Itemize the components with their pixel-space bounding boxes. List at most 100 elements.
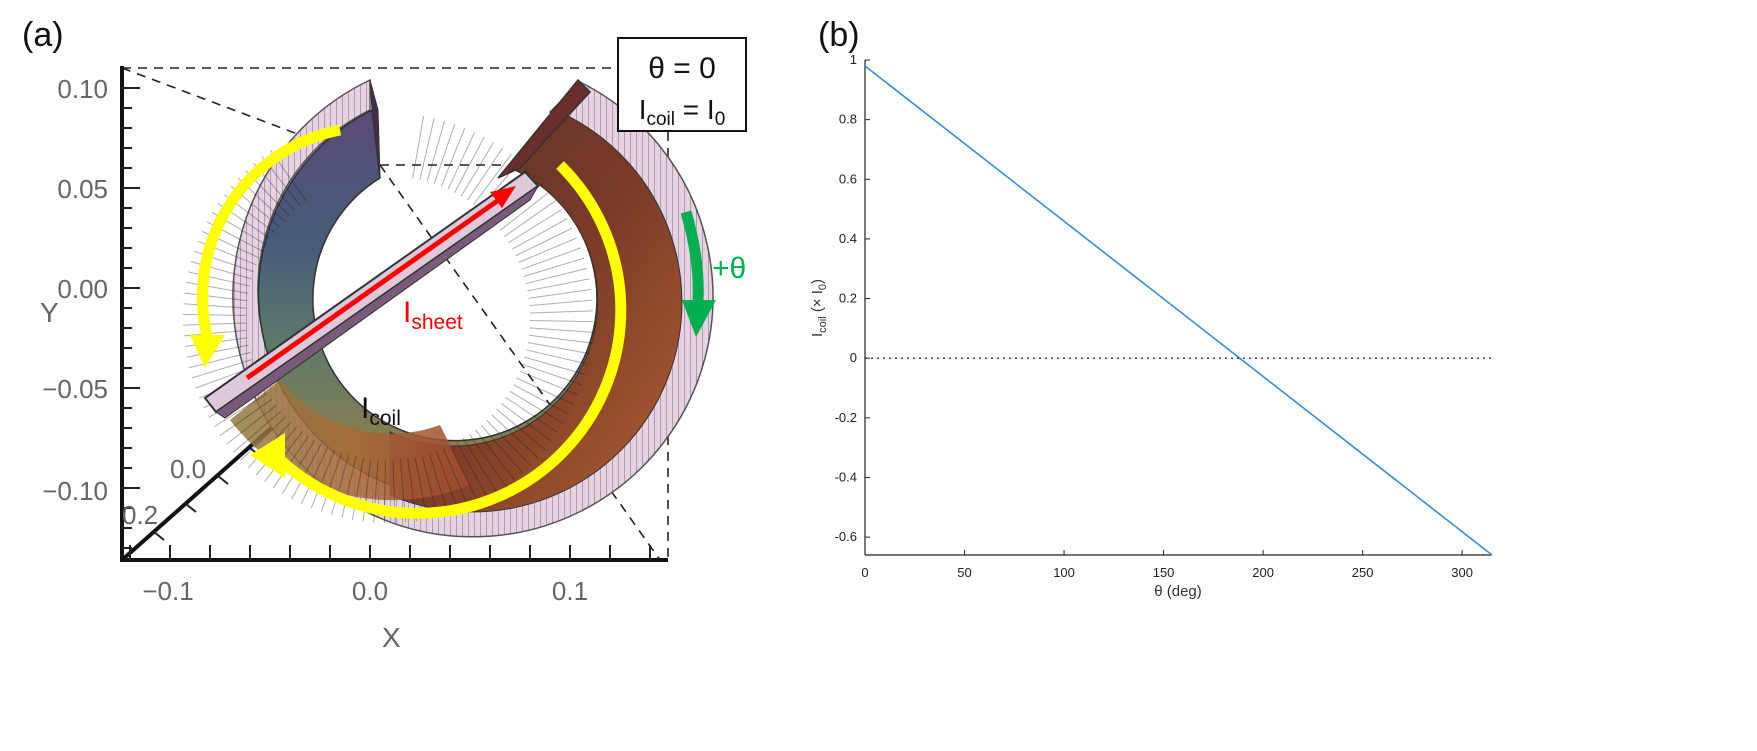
x-axis-label-b: θ (deg)	[1154, 583, 1202, 600]
y-tick-label-b: 0	[850, 350, 857, 365]
winding-line	[449, 445, 479, 503]
winding-line	[473, 153, 512, 205]
x-tick-label-b: 300	[1451, 565, 1473, 580]
winding-line	[480, 424, 523, 474]
winding-line	[496, 408, 546, 451]
x-tick-label-b: 100	[1053, 565, 1075, 580]
winding-line	[527, 278, 590, 292]
winding-line	[524, 356, 586, 375]
winding-line	[501, 403, 553, 442]
x-tick-label-b: 50	[957, 565, 971, 580]
winding-line	[529, 327, 593, 333]
y-tick-label-b: 0.6	[839, 171, 857, 186]
winding-line	[188, 351, 251, 369]
icoil-i0-label: Icoil = I0	[639, 94, 726, 130]
y-ticks-b: 1 0.8 0.6 0.4 0.2 0 -0.2 -0.4 -0.6	[835, 52, 870, 544]
winding-line	[454, 136, 485, 193]
x-ticks-b: 0 50 100 150 200 250 300	[861, 550, 1473, 580]
winding-line	[499, 191, 550, 231]
winding-line	[519, 370, 579, 396]
winding-line	[440, 127, 466, 187]
winding-line	[518, 237, 577, 263]
winding-line	[526, 349, 588, 365]
y-tick-label-b: 0.4	[839, 231, 857, 246]
z-tick-label: 0.2	[122, 500, 158, 530]
winding-line	[528, 334, 592, 344]
winding-line	[240, 416, 287, 461]
winding-line	[486, 419, 531, 466]
winding-line	[291, 443, 322, 500]
x-tick-label-b: 250	[1352, 565, 1374, 580]
coil	[183, 78, 714, 538]
winding-line	[443, 448, 469, 507]
y-tick-label-b: -0.2	[835, 410, 857, 425]
winding-line	[183, 313, 247, 317]
winding-line	[213, 392, 268, 428]
winding-line	[300, 446, 329, 505]
winding-line	[281, 439, 316, 494]
y-axis-label-a: Y	[40, 297, 59, 328]
winding-line	[186, 281, 249, 294]
icoil-series-line	[864, 65, 1493, 556]
x-tick-label-b: 0	[861, 565, 868, 580]
winding-line	[462, 438, 498, 493]
tick-marks-a	[122, 87, 651, 560]
x-tick-label-b: 200	[1252, 565, 1274, 580]
x-tick-label: 0.0	[352, 576, 388, 606]
winding-line	[184, 292, 248, 302]
panel-a-label: (a)	[22, 16, 64, 54]
x-tick-label: 0.1	[552, 576, 588, 606]
winding-line	[528, 288, 592, 299]
coil-ring-right	[389, 109, 683, 513]
winding-line	[433, 124, 456, 184]
coil-current-arrows	[196, 124, 627, 519]
y-tick-label: 0.10	[57, 74, 108, 104]
winding-line	[272, 435, 310, 489]
y-tick-label-b: 1	[850, 52, 857, 67]
y-tick-label-b: -0.6	[835, 529, 857, 544]
panel-b-label: (b)	[818, 16, 860, 54]
y-tick-label: 0.00	[57, 274, 108, 304]
winding-line	[505, 396, 559, 434]
y-axis-label-b: Icoil (× I0)	[809, 279, 829, 337]
winding-line	[508, 208, 563, 244]
winding-line	[466, 147, 504, 201]
coil-arrowhead-bottom	[250, 433, 285, 478]
y-tick-label-b: 0.2	[839, 291, 857, 306]
winding-line	[491, 414, 539, 459]
winding-line	[226, 405, 277, 445]
z-tick-labels-a: 0.0 0.2	[122, 454, 206, 530]
winding-line	[183, 303, 247, 309]
y-tick-label: −0.10	[42, 476, 108, 506]
winding-line	[456, 441, 488, 498]
rotation-arrowhead	[682, 300, 716, 337]
y-tick-labels-a: 0.10 0.05 0.00 −0.05 −0.10	[42, 74, 108, 506]
z-tick-mark	[153, 531, 165, 541]
x-axis-label-a: X	[382, 622, 401, 653]
winding-line	[183, 329, 247, 337]
winding-line	[469, 434, 506, 487]
y-tick-label-b: 0.8	[839, 112, 857, 127]
panel-b-line-chart: (b) 1 0.8 0.6 0.4 0.2 0 -0.2 -0.4 -0.6 0 50 100 150…	[809, 16, 1493, 600]
coil-arrow-left	[196, 124, 342, 342]
coil-end-right	[497, 78, 592, 179]
winding-line	[529, 310, 593, 314]
winding-line	[436, 451, 459, 511]
plot-series-b	[864, 65, 1493, 556]
winding-line	[183, 322, 247, 326]
y-tick-label-b: -0.4	[835, 469, 857, 484]
winding-line	[310, 449, 336, 509]
winding-line	[447, 131, 476, 190]
x-tick-label: −0.1	[142, 576, 193, 606]
winding-line	[191, 359, 253, 379]
winding-line	[504, 200, 557, 237]
sheet-arrowhead	[490, 186, 516, 208]
rotation-label: +θ	[712, 252, 746, 285]
winding-line	[341, 456, 357, 518]
winding-line	[525, 267, 588, 285]
winding-line	[331, 454, 350, 516]
state-box	[617, 37, 747, 132]
coil-end-left	[369, 79, 381, 179]
coil-arrow-right	[271, 161, 627, 519]
winding-line	[351, 457, 364, 520]
